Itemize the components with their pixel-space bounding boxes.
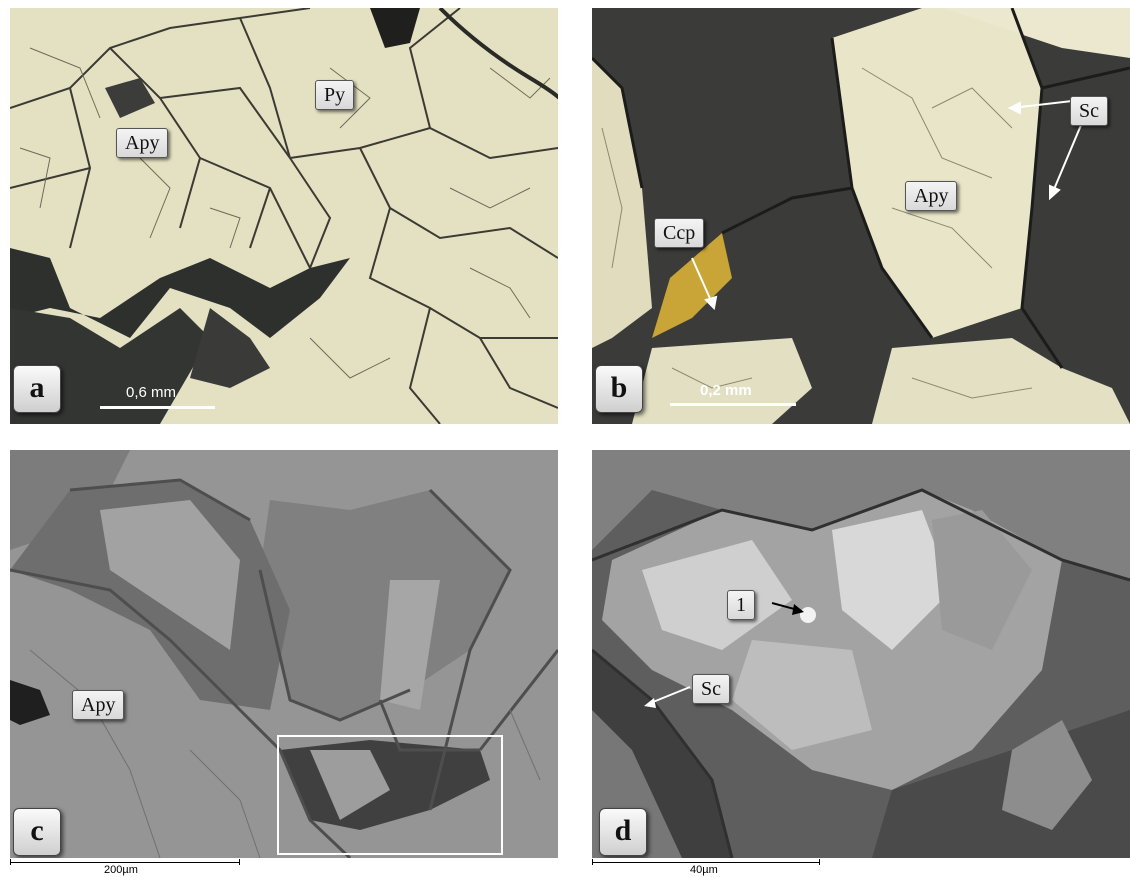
panel-c-bse-image: Apy c	[10, 450, 558, 858]
sem-scale-text-d: 40µm	[690, 864, 718, 876]
scale-bar-a	[100, 406, 215, 409]
label-py: Py	[315, 80, 355, 110]
panel-d-micrograph	[592, 450, 1130, 858]
label-apy: Apy	[72, 690, 125, 720]
sem-scale-tick-d-left	[592, 859, 593, 865]
panel-letter-d: d	[599, 808, 647, 856]
sem-scale-bar-c	[10, 862, 240, 863]
sem-scale-tick-c-left	[10, 859, 11, 865]
panel-letter-b: b	[595, 365, 643, 413]
sem-scale-text-c: 200µm	[104, 864, 138, 876]
label-ccp: Ccp	[654, 218, 705, 248]
panel-letter-a: a	[13, 365, 61, 413]
panel-a-reflected-light-image: Py Apy a 0,6 mm	[10, 8, 558, 424]
sem-scale-bar-d	[592, 862, 820, 863]
panel-a-micrograph	[10, 8, 558, 424]
label-apy: Apy	[905, 181, 958, 211]
panel-b-micrograph	[592, 8, 1130, 424]
panel-d-bse-image: 1 Sc d	[592, 450, 1130, 858]
panel-b-reflected-light-image: Sc Apy Ccp b 0,2 mm	[592, 8, 1130, 424]
scale-text-b: 0,2 mm	[700, 382, 752, 399]
sem-scale-tick-d-right	[819, 859, 820, 865]
sem-scale-tick-c-right	[239, 859, 240, 865]
label-sc: Sc	[692, 674, 730, 704]
label-apy: Apy	[116, 128, 169, 158]
label-sc: Sc	[1070, 96, 1108, 126]
scale-bar-b	[670, 403, 796, 406]
panel-c-micrograph	[10, 450, 558, 858]
label-inclusion-1: 1	[727, 590, 755, 620]
scale-text-a: 0,6 mm	[126, 384, 177, 401]
panel-letter-c: c	[13, 808, 61, 856]
